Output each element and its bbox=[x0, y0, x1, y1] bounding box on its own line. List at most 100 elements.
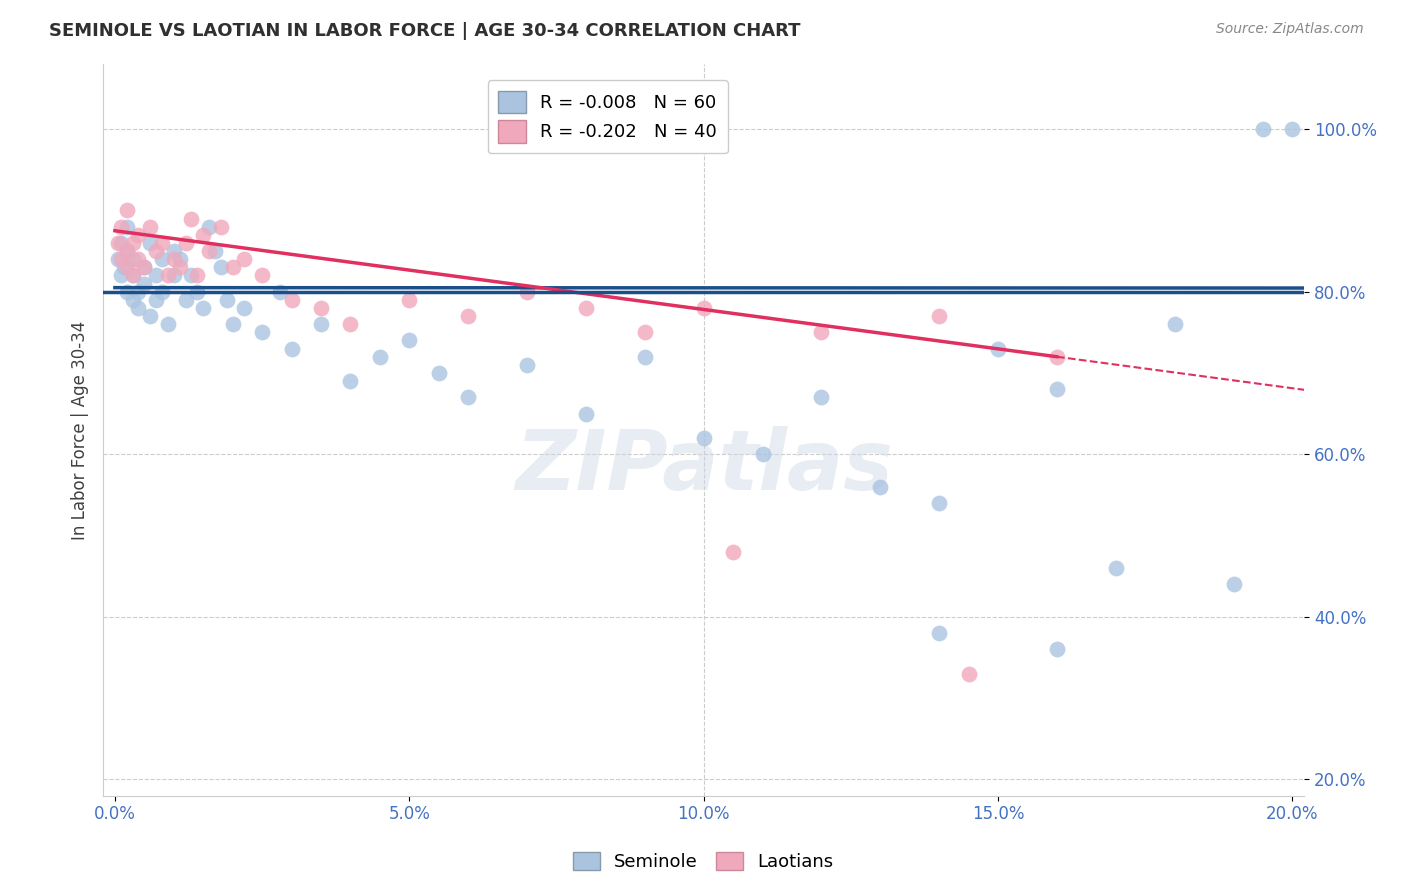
Point bbox=[1046, 350, 1069, 364]
Point bbox=[398, 293, 420, 307]
Point bbox=[634, 350, 657, 364]
Point bbox=[1046, 382, 1069, 396]
Point bbox=[145, 268, 167, 283]
Point bbox=[180, 211, 202, 226]
Point bbox=[692, 301, 714, 315]
Point bbox=[398, 334, 420, 348]
Point bbox=[139, 309, 162, 323]
Point bbox=[110, 219, 132, 234]
Point bbox=[280, 293, 302, 307]
Point bbox=[427, 366, 450, 380]
Y-axis label: In Labor Force | Age 30-34: In Labor Force | Age 30-34 bbox=[72, 320, 89, 540]
Point bbox=[163, 244, 186, 258]
Point bbox=[134, 260, 156, 275]
Legend: R = -0.008   N = 60, R = -0.202   N = 40: R = -0.008 N = 60, R = -0.202 N = 40 bbox=[488, 80, 727, 153]
Point bbox=[575, 407, 598, 421]
Point bbox=[127, 301, 149, 315]
Point bbox=[110, 268, 132, 283]
Point bbox=[198, 244, 221, 258]
Point bbox=[115, 260, 138, 275]
Point bbox=[869, 480, 891, 494]
Point bbox=[115, 219, 138, 234]
Point bbox=[139, 235, 162, 250]
Point bbox=[987, 342, 1010, 356]
Point bbox=[121, 268, 143, 283]
Point bbox=[204, 244, 226, 258]
Point bbox=[233, 252, 256, 267]
Point bbox=[193, 301, 215, 315]
Point bbox=[269, 285, 291, 299]
Text: Source: ZipAtlas.com: Source: ZipAtlas.com bbox=[1216, 22, 1364, 37]
Point bbox=[169, 260, 191, 275]
Point bbox=[110, 252, 132, 267]
Point bbox=[112, 260, 135, 275]
Text: ZIPatlas: ZIPatlas bbox=[515, 426, 893, 507]
Point bbox=[928, 309, 950, 323]
Point bbox=[134, 277, 156, 291]
Point bbox=[339, 317, 361, 331]
Point bbox=[634, 326, 657, 340]
Point bbox=[180, 268, 202, 283]
Point bbox=[174, 235, 197, 250]
Point bbox=[107, 235, 129, 250]
Point bbox=[1163, 317, 1185, 331]
Point bbox=[1105, 561, 1128, 575]
Point bbox=[115, 244, 138, 258]
Point bbox=[134, 260, 156, 275]
Point bbox=[174, 293, 197, 307]
Point bbox=[221, 260, 243, 275]
Point bbox=[368, 350, 391, 364]
Point bbox=[575, 301, 598, 315]
Legend: Seminole, Laotians: Seminole, Laotians bbox=[565, 845, 841, 879]
Point bbox=[145, 293, 167, 307]
Point bbox=[516, 285, 538, 299]
Point bbox=[115, 285, 138, 299]
Point bbox=[163, 252, 186, 267]
Point bbox=[928, 626, 950, 640]
Point bbox=[516, 358, 538, 372]
Point bbox=[121, 268, 143, 283]
Point bbox=[751, 447, 773, 461]
Point bbox=[810, 326, 832, 340]
Point bbox=[107, 252, 129, 267]
Point bbox=[221, 317, 243, 331]
Point bbox=[169, 252, 191, 267]
Point bbox=[250, 326, 273, 340]
Point bbox=[457, 309, 479, 323]
Point bbox=[209, 260, 232, 275]
Point bbox=[1251, 122, 1274, 136]
Point bbox=[309, 301, 332, 315]
Point bbox=[309, 317, 332, 331]
Point bbox=[198, 219, 221, 234]
Point bbox=[928, 496, 950, 510]
Point bbox=[156, 317, 179, 331]
Point bbox=[721, 545, 744, 559]
Point bbox=[339, 374, 361, 388]
Point bbox=[957, 666, 980, 681]
Point bbox=[145, 244, 167, 258]
Point bbox=[121, 235, 143, 250]
Point bbox=[150, 235, 173, 250]
Point bbox=[150, 252, 173, 267]
Text: SEMINOLE VS LAOTIAN IN LABOR FORCE | AGE 30-34 CORRELATION CHART: SEMINOLE VS LAOTIAN IN LABOR FORCE | AGE… bbox=[49, 22, 800, 40]
Point bbox=[115, 244, 138, 258]
Point bbox=[156, 268, 179, 283]
Point bbox=[193, 227, 215, 242]
Point bbox=[110, 235, 132, 250]
Point bbox=[121, 293, 143, 307]
Point bbox=[127, 227, 149, 242]
Point bbox=[127, 252, 149, 267]
Point bbox=[692, 431, 714, 445]
Point bbox=[233, 301, 256, 315]
Point bbox=[250, 268, 273, 283]
Point bbox=[215, 293, 238, 307]
Point bbox=[280, 342, 302, 356]
Point bbox=[1281, 122, 1303, 136]
Point bbox=[810, 391, 832, 405]
Point bbox=[127, 285, 149, 299]
Point bbox=[186, 268, 208, 283]
Point bbox=[186, 285, 208, 299]
Point bbox=[1222, 577, 1244, 591]
Point bbox=[115, 203, 138, 218]
Point bbox=[209, 219, 232, 234]
